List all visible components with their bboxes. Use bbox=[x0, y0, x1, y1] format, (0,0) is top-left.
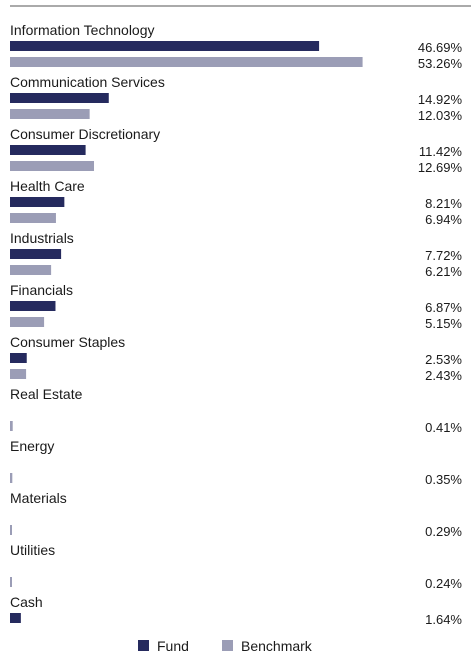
benchmark-value-label: 0.41% bbox=[425, 420, 462, 435]
category-label: Information Technology bbox=[10, 22, 155, 38]
benchmark-value-label: 6.21% bbox=[425, 264, 462, 279]
fund-value-label: 8.21% bbox=[425, 196, 462, 211]
fund-value-label: 2.53% bbox=[425, 352, 462, 367]
benchmark-value-label: 0.24% bbox=[425, 576, 462, 591]
fund-bar bbox=[10, 301, 56, 311]
benchmark-value-label: 0.35% bbox=[425, 472, 462, 487]
benchmark-bar bbox=[10, 57, 363, 67]
category-label: Consumer Staples bbox=[10, 334, 125, 350]
benchmark-value-label: 5.15% bbox=[425, 316, 462, 331]
plot-area: Information Technology 46.69%53.26% Commun… bbox=[10, 22, 462, 627]
category-label: Industrials bbox=[10, 230, 74, 246]
benchmark-bar bbox=[10, 213, 56, 223]
fund-bar bbox=[10, 145, 86, 155]
fund-value-label: 1.64% bbox=[425, 612, 462, 627]
category-label: Financials bbox=[10, 282, 73, 298]
benchmark-value-label: 53.26% bbox=[418, 56, 463, 71]
benchmark-value-label: 2.43% bbox=[425, 368, 462, 383]
category-label: Energy bbox=[10, 438, 54, 454]
category-label: Communication Services bbox=[10, 74, 165, 90]
category-label: Real Estate bbox=[10, 386, 83, 402]
benchmark-bar bbox=[10, 577, 12, 587]
benchmark-value-label: 6.94% bbox=[425, 212, 462, 227]
category-label: Utilities bbox=[10, 542, 55, 558]
fund-legend-label: Fund bbox=[157, 638, 189, 654]
category-label: Consumer Discretionary bbox=[10, 126, 160, 142]
benchmark-bar bbox=[10, 525, 12, 535]
category-label: Health Care bbox=[10, 178, 85, 194]
fund-value-label: 14.92% bbox=[418, 92, 463, 107]
benchmark-bar bbox=[10, 109, 90, 119]
fund-value-label: 7.72% bbox=[425, 248, 462, 263]
legend: Fund Benchmark bbox=[138, 638, 313, 654]
benchmark-bar bbox=[10, 161, 95, 171]
fund-bar bbox=[10, 353, 27, 363]
benchmark-legend-swatch bbox=[222, 640, 233, 651]
benchmark-value-label: 12.03% bbox=[418, 108, 463, 123]
fund-bar bbox=[10, 41, 320, 51]
fund-bar bbox=[10, 93, 109, 103]
fund-value-label: 46.69% bbox=[418, 40, 463, 55]
fund-value-label: 11.42% bbox=[419, 144, 463, 159]
benchmark-bar bbox=[10, 473, 13, 483]
benchmark-bar bbox=[10, 317, 45, 327]
fund-legend-swatch bbox=[138, 640, 149, 651]
benchmark-bar bbox=[10, 265, 52, 275]
fund-bar bbox=[10, 197, 65, 207]
fund-bar bbox=[10, 613, 21, 623]
benchmark-bar bbox=[10, 369, 27, 379]
benchmark-value-label: 12.69% bbox=[418, 160, 463, 175]
fund-bar bbox=[10, 249, 62, 259]
category-label: Cash bbox=[10, 594, 43, 610]
category-label: Materials bbox=[10, 490, 67, 506]
benchmark-legend-label: Benchmark bbox=[241, 638, 313, 654]
fund-value-label: 6.87% bbox=[425, 300, 462, 315]
benchmark-value-label: 0.29% bbox=[425, 524, 462, 539]
benchmark-bar bbox=[10, 421, 13, 431]
